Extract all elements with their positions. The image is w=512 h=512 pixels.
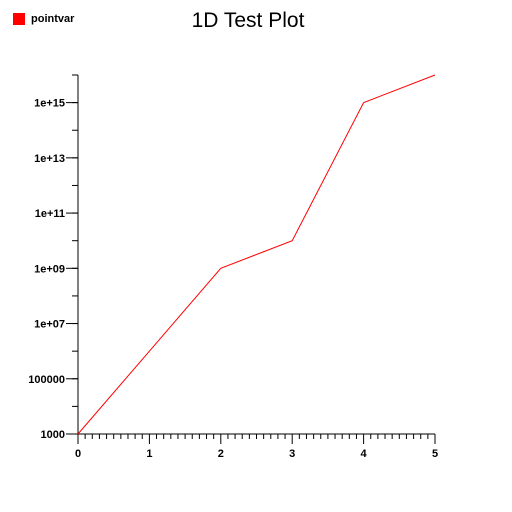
x-tick-label: 0	[75, 448, 81, 460]
plot-area	[77, 74, 436, 435]
x-axis: 0 1 2 3 4 5	[75, 433, 438, 460]
y-tick-label: 1e+11	[35, 208, 65, 220]
legend-swatch-pointvar	[13, 13, 25, 25]
x-tick-label: 4	[361, 448, 368, 460]
chart-title: 1D Test Plot	[192, 9, 305, 32]
y-tick-label: 1e+09	[34, 263, 65, 275]
y-tick-label: 1000	[41, 429, 65, 441]
x-tick-label: 1	[146, 448, 152, 460]
y-axis: 1000 100000 1e+07 1e+09 1e+11 1e+13 1e+15	[28, 74, 79, 441]
legend-label-pointvar: pointvar	[31, 13, 75, 25]
legend: pointvar	[13, 13, 75, 25]
y-tick-label: 1e+13	[34, 153, 65, 165]
series-line-pointvar	[77, 74, 436, 435]
x-tick-label: 2	[218, 448, 224, 460]
y-tick-label: 100000	[28, 374, 65, 386]
y-tick-label: 1e+15	[34, 98, 65, 110]
x-tick-label: 5	[432, 448, 438, 460]
y-tick-label: 1e+07	[34, 319, 65, 331]
x-tick-label: 3	[289, 448, 295, 460]
